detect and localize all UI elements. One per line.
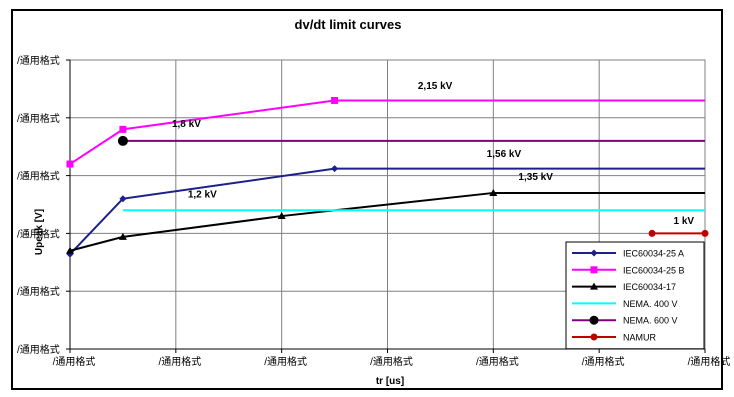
- data-point: [119, 125, 127, 133]
- series-namur: [648, 229, 709, 237]
- legend-label: IEC60034-17: [623, 282, 676, 292]
- legend-label: IEC60034-25 B: [623, 265, 685, 275]
- y-axis-title: Upeak [V]: [34, 209, 45, 255]
- x-tick-label: /通用格式: [476, 355, 519, 368]
- legend-label: NEMA. 400 V: [623, 299, 678, 309]
- legend-swatch-marker: [590, 333, 598, 341]
- series-nema-600-v: [117, 135, 705, 146]
- x-tick-label: /通用格式: [582, 355, 625, 368]
- x-tick-label: /通用格式: [370, 355, 413, 368]
- legend: IEC60034-25 A IEC60034-25 B IEC60034-17 NEM…: [565, 241, 705, 350]
- legend-label: IEC60034-25 A: [623, 249, 684, 259]
- y-tick-label: /通用格式: [17, 343, 60, 356]
- series-line: [69, 167, 705, 255]
- data-point: [66, 246, 74, 254]
- legend-entry: NAMUR: [572, 333, 656, 343]
- legend-swatch-marker: [590, 282, 598, 290]
- data-point: [277, 212, 286, 220]
- data-point: [701, 229, 709, 237]
- data-point: [119, 195, 127, 203]
- x-tick-label: /通用格式: [688, 355, 731, 368]
- annotation-label: 2,15 kV: [418, 81, 453, 92]
- x-axis-title: tr [us]: [376, 376, 404, 387]
- legend-label: NAMUR: [623, 333, 656, 343]
- annotation-label: 1,56 kV: [487, 149, 522, 160]
- legend-entry: IEC60034-25 B: [572, 265, 685, 275]
- x-tick-label: /通用格式: [53, 355, 96, 368]
- annotations: 2,15 kV 1,8 kV 1,56 kV 1,35 kV 1,2 kV 1 kV: [172, 81, 694, 227]
- legend-box: [565, 241, 705, 350]
- data-point: [117, 135, 128, 146]
- y-tick-label: /通用格式: [17, 112, 60, 125]
- annotation-label: 1 kV: [674, 216, 695, 227]
- legend-swatch-marker: [590, 249, 598, 257]
- y-tick-label: /通用格式: [17, 54, 60, 67]
- series-line: [69, 99, 705, 165]
- series-group: [66, 96, 709, 258]
- data-point: [66, 160, 74, 168]
- data-point: [331, 96, 339, 104]
- y-tick-label: /通用格式: [17, 227, 60, 240]
- x-tick-label: /通用格式: [264, 355, 307, 368]
- annotation-label: 1,35 kV: [518, 172, 553, 183]
- data-point: [648, 229, 656, 237]
- data-point: [331, 165, 339, 173]
- annotation-label: 1,8 kV: [172, 119, 201, 130]
- chart-title: dv/dt limit curves: [295, 17, 402, 32]
- tick-labels: /通用格式/通用格式/通用格式/通用格式/通用格式/通用格式/通用格式/通用格式…: [17, 54, 730, 368]
- data-point: [118, 232, 127, 240]
- x-tick-label: /通用格式: [158, 355, 201, 368]
- data-point: [489, 188, 498, 196]
- y-tick-label: /通用格式: [17, 170, 60, 183]
- legend-swatch-marker: [589, 315, 599, 325]
- legend-swatch-marker: [590, 266, 598, 274]
- y-tick-label: /通用格式: [17, 285, 60, 298]
- annotation-label: 1,2 kV: [188, 190, 217, 201]
- legend-entry: NEMA. 600 V: [572, 315, 678, 326]
- legend-entry: IEC60034-25 A: [572, 249, 684, 259]
- legend-entry: NEMA. 400 V: [572, 299, 678, 309]
- legend-entry: IEC60034-17: [572, 282, 676, 292]
- series-iec60034-25-b: [66, 96, 705, 168]
- series-iec60034-17: [66, 188, 705, 254]
- legend-label: NEMA. 600 V: [623, 316, 678, 326]
